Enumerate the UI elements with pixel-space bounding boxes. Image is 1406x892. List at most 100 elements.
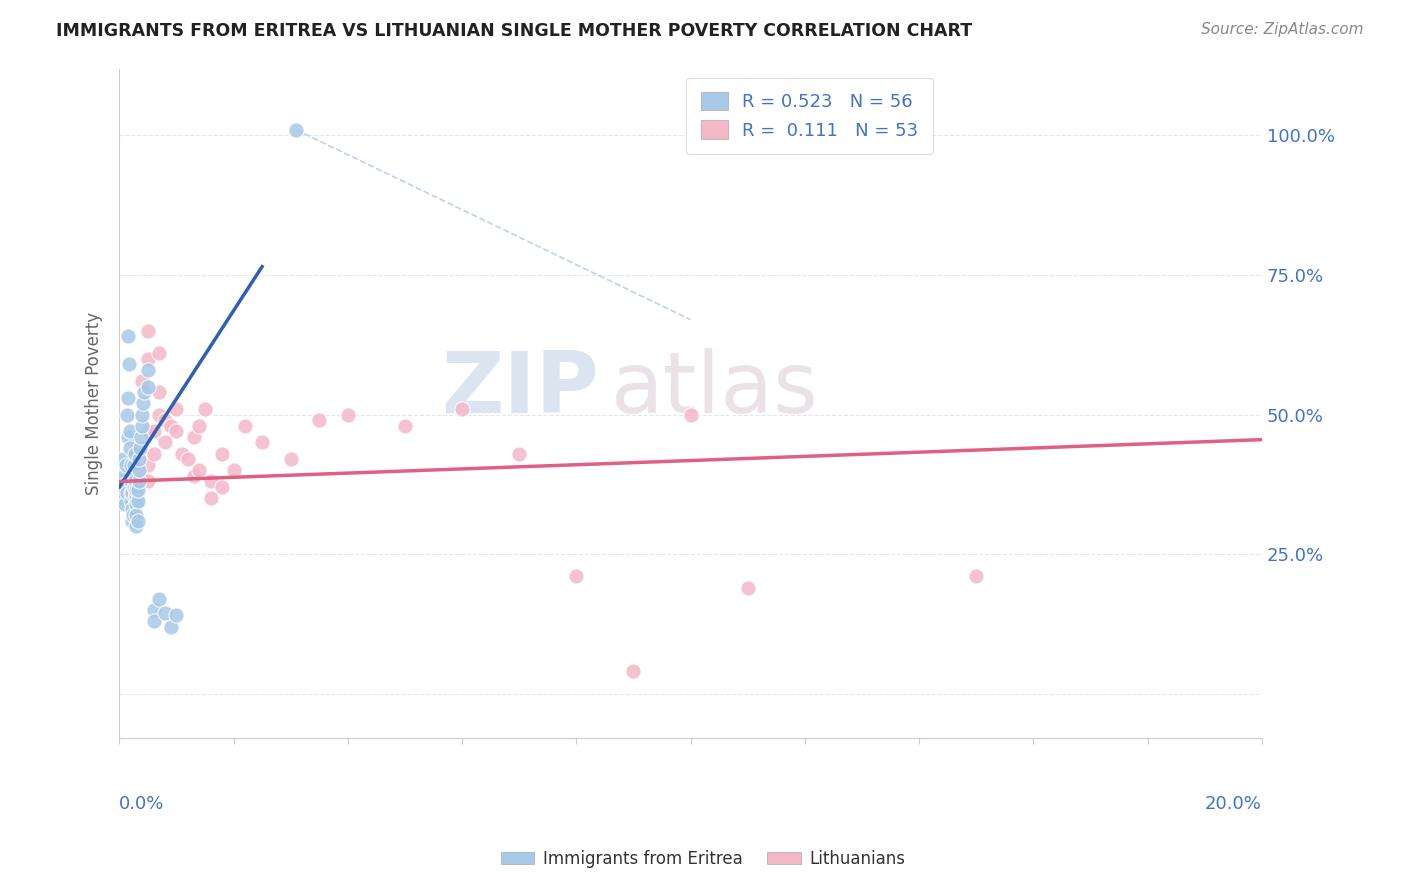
- Point: [394, 418, 416, 433]
- Point: [233, 418, 256, 433]
- Point: [115, 458, 138, 472]
- Point: [117, 391, 139, 405]
- Point: [134, 385, 156, 400]
- Point: [120, 475, 142, 489]
- Point: [121, 502, 143, 516]
- Point: [159, 619, 181, 633]
- Point: [188, 463, 211, 477]
- Point: [308, 413, 330, 427]
- Text: IMMIGRANTS FROM ERITREA VS LITHUANIAN SINGLE MOTHER POVERTY CORRELATION CHART: IMMIGRANTS FROM ERITREA VS LITHUANIAN SI…: [56, 22, 973, 40]
- Point: [136, 424, 159, 438]
- Point: [120, 497, 142, 511]
- Point: [136, 458, 159, 472]
- Text: Source: ZipAtlas.com: Source: ZipAtlas.com: [1201, 22, 1364, 37]
- Point: [122, 508, 145, 522]
- Point: [127, 514, 149, 528]
- Point: [125, 508, 148, 522]
- Point: [128, 441, 150, 455]
- Point: [131, 446, 153, 460]
- Point: [129, 430, 152, 444]
- Point: [177, 452, 200, 467]
- Point: [131, 408, 153, 422]
- Point: [142, 614, 165, 628]
- Point: [122, 452, 145, 467]
- Point: [124, 491, 146, 506]
- Point: [118, 441, 141, 455]
- Point: [121, 485, 143, 500]
- Point: [128, 463, 150, 477]
- Point: [115, 485, 138, 500]
- Point: [114, 497, 136, 511]
- Point: [114, 477, 136, 491]
- Point: [120, 485, 142, 500]
- Point: [112, 491, 135, 506]
- Point: [148, 408, 170, 422]
- Point: [565, 569, 588, 583]
- Point: [122, 458, 145, 472]
- Text: 20.0%: 20.0%: [1205, 795, 1263, 814]
- Point: [111, 475, 134, 489]
- Point: [165, 608, 187, 623]
- Point: [117, 408, 139, 422]
- Y-axis label: Single Mother Poverty: Single Mother Poverty: [86, 312, 103, 495]
- Point: [112, 469, 135, 483]
- Point: [159, 418, 181, 433]
- Point: [117, 480, 139, 494]
- Point: [965, 569, 987, 583]
- Point: [136, 475, 159, 489]
- Text: 0.0%: 0.0%: [120, 795, 165, 814]
- Point: [336, 408, 359, 422]
- Point: [114, 485, 136, 500]
- Point: [737, 581, 759, 595]
- Point: [153, 435, 176, 450]
- Point: [679, 408, 702, 422]
- Point: [124, 446, 146, 460]
- Point: [125, 475, 148, 489]
- Point: [142, 603, 165, 617]
- Point: [111, 452, 134, 467]
- Point: [183, 469, 205, 483]
- Point: [120, 424, 142, 438]
- Point: [125, 519, 148, 533]
- Point: [124, 475, 146, 489]
- Point: [165, 424, 187, 438]
- Point: [120, 494, 142, 508]
- Point: [194, 401, 217, 416]
- Point: [623, 664, 645, 678]
- Text: ZIP: ZIP: [441, 349, 599, 432]
- Point: [451, 401, 474, 416]
- Point: [131, 469, 153, 483]
- Point: [125, 488, 148, 502]
- Point: [200, 475, 222, 489]
- Point: [117, 430, 139, 444]
- Point: [142, 424, 165, 438]
- Point: [508, 446, 530, 460]
- Point: [120, 469, 142, 483]
- Point: [172, 446, 194, 460]
- Point: [125, 458, 148, 472]
- Point: [125, 497, 148, 511]
- Point: [136, 363, 159, 377]
- Point: [131, 374, 153, 388]
- Point: [128, 475, 150, 489]
- Point: [153, 606, 176, 620]
- Point: [136, 379, 159, 393]
- Point: [127, 483, 149, 497]
- Point: [148, 385, 170, 400]
- Point: [188, 418, 211, 433]
- Point: [127, 494, 149, 508]
- Point: [122, 469, 145, 483]
- Point: [120, 458, 142, 472]
- Point: [118, 357, 141, 371]
- Point: [132, 396, 155, 410]
- Point: [211, 446, 233, 460]
- Point: [112, 485, 135, 500]
- Point: [131, 418, 153, 433]
- Point: [125, 483, 148, 497]
- Point: [117, 329, 139, 343]
- Point: [148, 346, 170, 360]
- Text: atlas: atlas: [610, 349, 818, 432]
- Point: [183, 430, 205, 444]
- Point: [250, 435, 273, 450]
- Point: [125, 491, 148, 506]
